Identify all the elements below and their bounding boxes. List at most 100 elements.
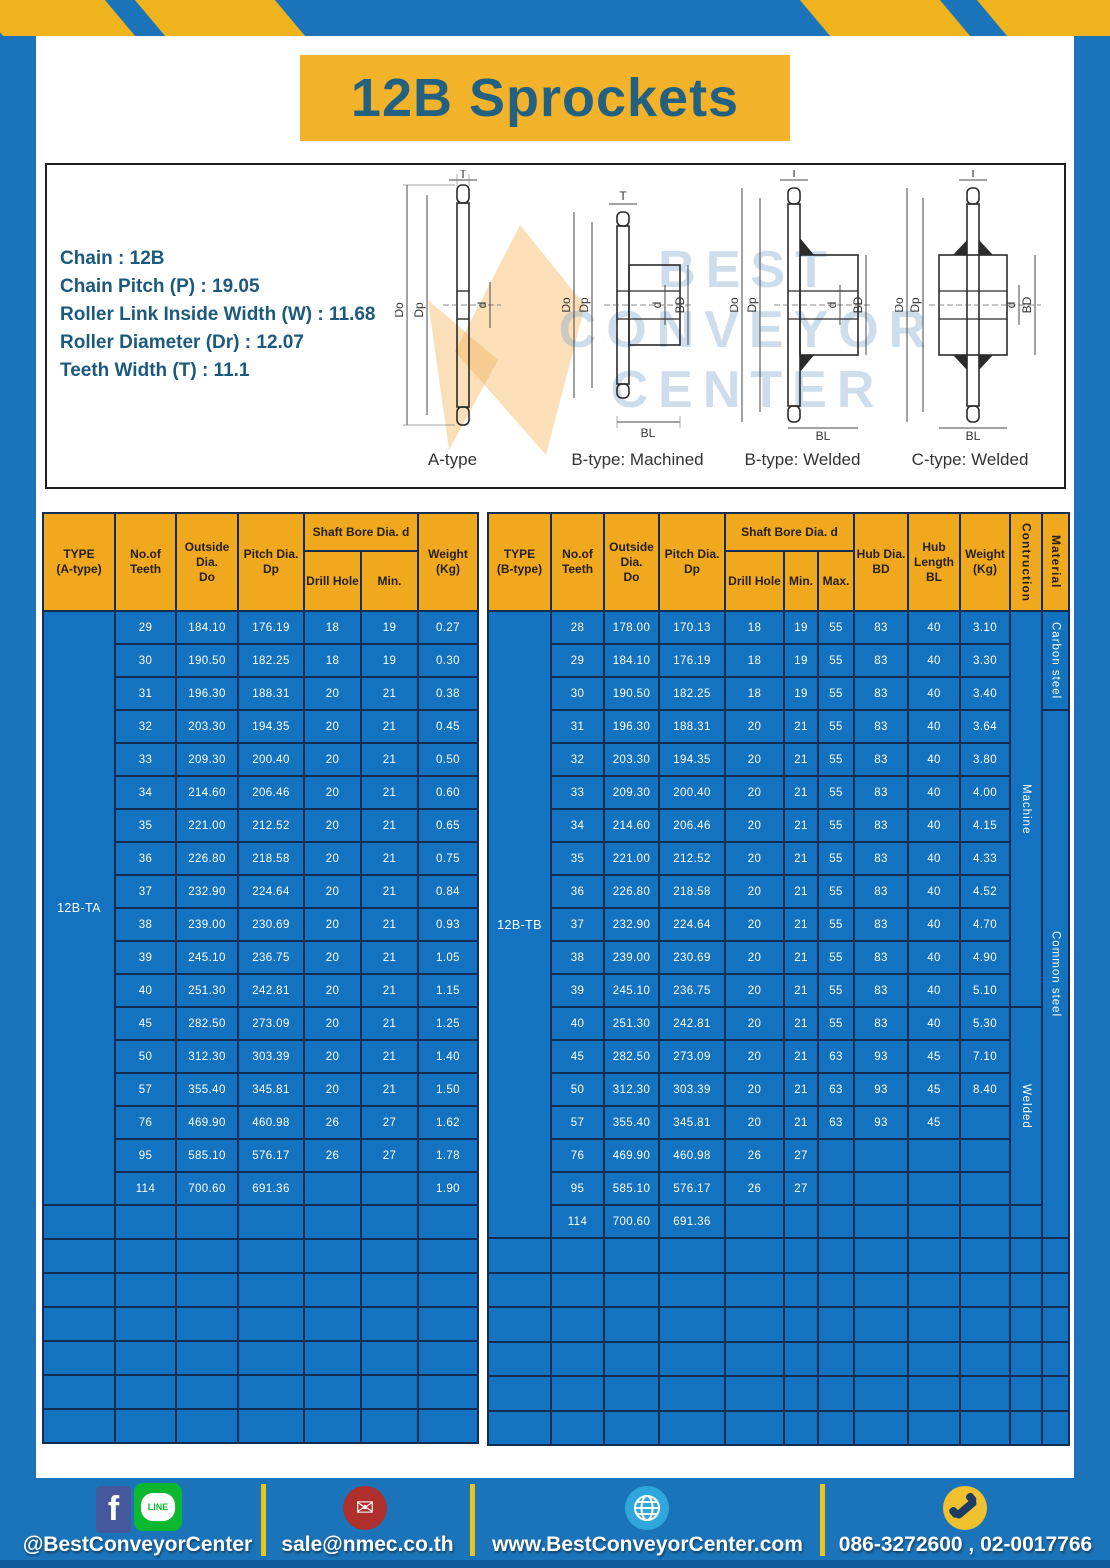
table-cell: 691.36 bbox=[237, 1171, 305, 1206]
table-cell: 182.25 bbox=[658, 676, 726, 711]
empty-cell bbox=[487, 1409, 552, 1446]
empty-cell bbox=[175, 1340, 239, 1376]
table-cell: 26 bbox=[303, 1105, 362, 1140]
footer-phone: 086-3272600 , 02-0017766 bbox=[838, 1533, 1093, 1556]
table-cell: 36 bbox=[114, 841, 177, 876]
table-cell: 21 bbox=[360, 1039, 419, 1074]
table-cell: 38 bbox=[114, 907, 177, 942]
empty-cell bbox=[550, 1306, 605, 1343]
table-cell: 218.58 bbox=[658, 874, 726, 909]
table-cell: 83 bbox=[853, 709, 910, 744]
empty-cell bbox=[237, 1238, 305, 1274]
table-cell bbox=[853, 1138, 910, 1173]
empty-cell bbox=[959, 1340, 1012, 1377]
dim-label-bd: BD bbox=[673, 296, 687, 313]
empty-cell bbox=[783, 1375, 819, 1412]
table-cell: 21 bbox=[360, 808, 419, 843]
table-cell: 32 bbox=[550, 742, 605, 777]
table-cell: 21 bbox=[783, 742, 819, 777]
line-app-icon: LINE bbox=[134, 1483, 182, 1531]
table-cell bbox=[816, 1171, 856, 1206]
top-stripe bbox=[134, 0, 306, 36]
column-header-hub-length: Hub Length BL bbox=[907, 512, 962, 612]
table-cell: 21 bbox=[360, 841, 419, 876]
table-cell: 18 bbox=[303, 643, 362, 678]
footer-bar bbox=[0, 1478, 1110, 1568]
table-cell: 114 bbox=[550, 1204, 605, 1239]
dim-label-dp: Dp bbox=[577, 297, 591, 313]
table-cell: 20 bbox=[303, 1039, 362, 1074]
empty-cell bbox=[907, 1375, 962, 1412]
table-cell: 209.30 bbox=[175, 742, 239, 777]
table-cell: 21 bbox=[783, 907, 819, 942]
table-cell: 40 bbox=[907, 742, 962, 777]
table-cell: 188.31 bbox=[237, 676, 305, 711]
table-cell: 40 bbox=[907, 874, 962, 909]
footer-email: sale@nmec.co.th bbox=[281, 1533, 454, 1556]
empty-cell bbox=[724, 1237, 785, 1274]
table-cell: 114 bbox=[114, 1171, 177, 1206]
table-cell: 20 bbox=[724, 1006, 785, 1041]
title-banner: 12B Sprockets bbox=[300, 55, 790, 141]
table-cell: 55 bbox=[816, 808, 856, 843]
table-cell: 18 bbox=[724, 610, 785, 645]
empty-cell bbox=[237, 1374, 305, 1410]
table-cell: 5.10 bbox=[959, 973, 1012, 1008]
empty-cell bbox=[237, 1408, 305, 1444]
table-cell: 3.64 bbox=[959, 709, 1012, 744]
empty-cell bbox=[1009, 1409, 1044, 1446]
table-cell: 55 bbox=[816, 709, 856, 744]
table-cell: 20 bbox=[303, 676, 362, 711]
empty-cell bbox=[417, 1306, 479, 1342]
empty-cell bbox=[658, 1306, 726, 1343]
empty-cell bbox=[175, 1272, 239, 1308]
empty-cell bbox=[853, 1340, 910, 1377]
empty-cell bbox=[550, 1271, 605, 1308]
dim-label-dp: Dp bbox=[745, 297, 759, 313]
table-cell: 95 bbox=[550, 1171, 605, 1206]
dim-label-bl: BL bbox=[641, 426, 656, 440]
table-cell: 28 bbox=[550, 610, 605, 645]
empty-cell bbox=[487, 1237, 552, 1274]
table-cell: 20 bbox=[303, 841, 362, 876]
table-cell: 19 bbox=[360, 643, 419, 678]
table-cell: 34 bbox=[550, 808, 605, 843]
column-header-min: Min. bbox=[360, 550, 419, 612]
table-cell: 194.35 bbox=[658, 742, 726, 777]
table-cell: 214.60 bbox=[175, 775, 239, 810]
table-cell: 190.50 bbox=[603, 676, 660, 711]
facebook-letter: f bbox=[107, 1490, 120, 1528]
table-cell: 0.75 bbox=[417, 841, 479, 876]
table-cell: 55 bbox=[816, 940, 856, 975]
table-cell: 1.40 bbox=[417, 1039, 479, 1074]
spec-block: Chain : 12B Chain Pitch (P) : 19.05 Roll… bbox=[60, 245, 375, 385]
table-cell: 20 bbox=[303, 742, 362, 777]
empty-cell bbox=[959, 1237, 1012, 1274]
column-header-min: Min. bbox=[783, 550, 819, 612]
table-cell: 93 bbox=[853, 1072, 910, 1107]
empty-cell bbox=[360, 1204, 419, 1240]
table-cell: 190.50 bbox=[175, 643, 239, 678]
table-cell: 32 bbox=[114, 709, 177, 744]
dim-label-t: T bbox=[459, 170, 467, 181]
table-cell: 40 bbox=[907, 841, 962, 876]
column-header-hub-dia: Hub Dia. BD bbox=[853, 512, 910, 612]
table-cell: 27 bbox=[783, 1171, 819, 1206]
table-cell: 0.50 bbox=[417, 742, 479, 777]
empty-cell bbox=[1009, 1340, 1044, 1377]
table-cell: 93 bbox=[853, 1039, 910, 1074]
material-cell: Carbon steel bbox=[1041, 610, 1071, 711]
table-cell: 40 bbox=[907, 973, 962, 1008]
table-cell: 19 bbox=[783, 676, 819, 711]
empty-cell bbox=[417, 1204, 479, 1240]
table-cell: 76 bbox=[114, 1105, 177, 1140]
table-cell bbox=[959, 1171, 1012, 1206]
empty-cell bbox=[724, 1306, 785, 1343]
empty-cell bbox=[360, 1272, 419, 1308]
table-cell: 273.09 bbox=[658, 1039, 726, 1074]
table-cell: 214.60 bbox=[603, 808, 660, 843]
column-header-drill-hole: Drill Hole bbox=[724, 550, 785, 612]
table-cell: 31 bbox=[114, 676, 177, 711]
table-cell: 345.81 bbox=[658, 1105, 726, 1140]
construction-cell bbox=[1009, 1204, 1044, 1239]
